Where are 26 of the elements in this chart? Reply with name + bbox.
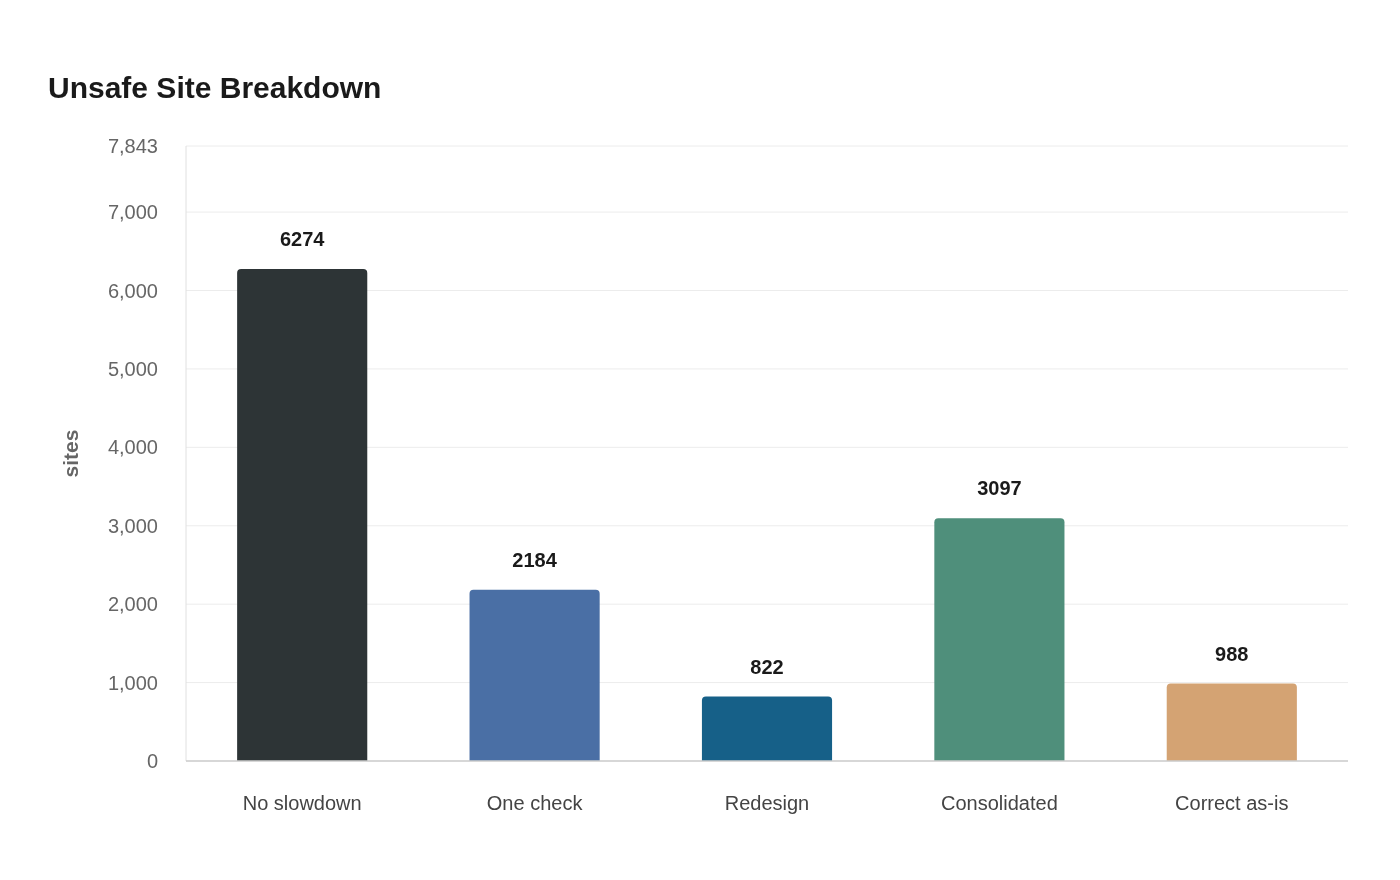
y-tick-label: 7,843: [107, 135, 158, 157]
x-tick-label: One check: [486, 792, 584, 814]
y-tick-label: 3,000: [107, 514, 158, 537]
x-tick-label: Consolidated: [941, 792, 1058, 814]
bar: [237, 269, 368, 761]
x-tick-label: Redesign: [724, 792, 810, 814]
y-tick-label: 4,000: [107, 436, 158, 459]
chart-title: Unsafe Site Breakdown: [48, 71, 382, 104]
y-tick-label: 5,000: [107, 357, 158, 380]
bar: [469, 589, 600, 761]
data-label: 3097: [977, 477, 1022, 500]
data-label: 988: [1215, 642, 1249, 665]
y-tick-label: 0: [146, 750, 158, 772]
y-tick-label: 1,000: [107, 671, 158, 694]
y-tick-label: 7,000: [107, 201, 158, 224]
bar: [1166, 683, 1297, 761]
bar: [934, 518, 1065, 761]
x-tick-label: Correct as-is: [1175, 792, 1289, 814]
data-label: 822: [750, 655, 784, 678]
y-tick-label: 6,000: [107, 279, 158, 302]
y-axis-title: sites: [59, 429, 82, 478]
data-label: 2184: [512, 548, 558, 571]
y-tick-label: 2,000: [107, 593, 158, 616]
bar: [701, 696, 833, 761]
data-label: 6274: [279, 228, 326, 251]
x-tick-label: No slowdown: [242, 792, 362, 814]
